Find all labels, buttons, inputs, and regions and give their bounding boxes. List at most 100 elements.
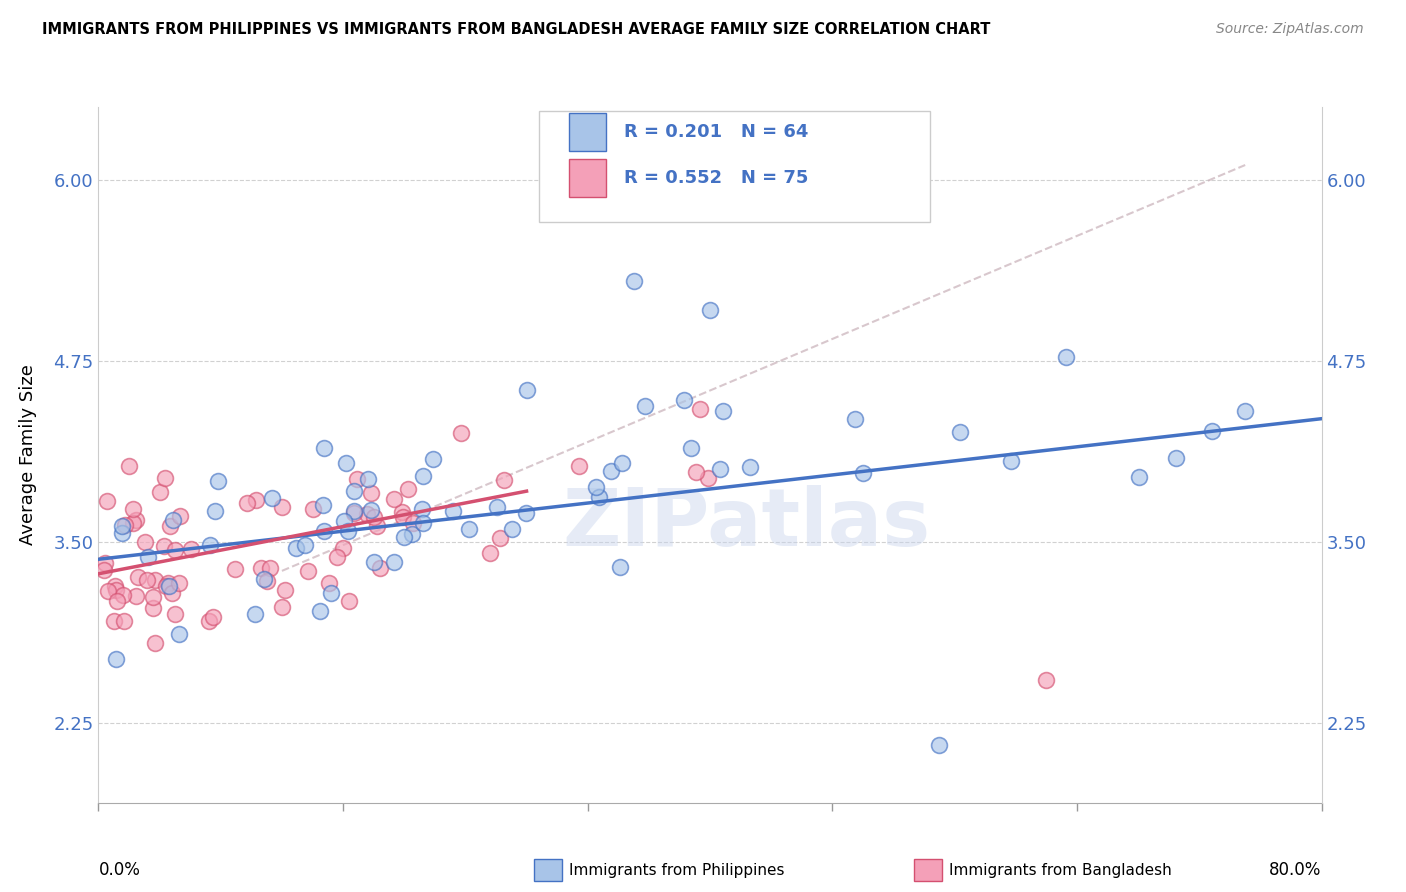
Point: [673, 392, 696, 407]
Point: [332, 541, 354, 556]
Point: [685, 465, 707, 479]
Point: [1164, 450, 1187, 465]
Text: Immigrants from Bangladesh: Immigrants from Bangladesh: [949, 863, 1171, 878]
Point: [125, 513, 148, 527]
Point: [1234, 404, 1257, 418]
Point: [124, 590, 146, 604]
Point: [609, 560, 631, 574]
Point: [111, 519, 134, 533]
FancyBboxPatch shape: [538, 111, 931, 222]
Text: Source: ZipAtlas.com: Source: ZipAtlas.com: [1216, 22, 1364, 37]
Point: [243, 607, 266, 621]
Point: [928, 738, 950, 752]
Point: [318, 576, 340, 591]
Point: [302, 501, 325, 516]
Point: [169, 508, 191, 523]
Point: [134, 534, 156, 549]
Point: [411, 502, 433, 516]
Point: [204, 503, 226, 517]
Point: [105, 652, 128, 666]
Point: [948, 425, 970, 439]
Point: [163, 542, 186, 557]
Point: [207, 474, 229, 488]
Point: [363, 510, 385, 524]
Point: [599, 464, 621, 478]
Point: [679, 442, 702, 456]
Point: [696, 471, 718, 485]
Point: [412, 516, 434, 531]
Point: [135, 573, 157, 587]
Point: [333, 514, 356, 528]
Point: [363, 555, 385, 569]
Point: [392, 510, 415, 524]
Point: [94, 556, 117, 570]
Point: [253, 572, 276, 586]
Point: [402, 516, 425, 531]
Point: [202, 609, 225, 624]
Point: [155, 579, 177, 593]
Point: [136, 549, 159, 564]
Point: [118, 458, 141, 473]
Point: [441, 504, 464, 518]
Point: [568, 458, 591, 473]
Point: [180, 542, 202, 557]
Text: 80.0%: 80.0%: [1270, 861, 1322, 879]
Point: [312, 524, 335, 538]
Text: ZIPatlas: ZIPatlas: [562, 485, 931, 564]
Point: [401, 526, 423, 541]
Point: [711, 404, 734, 418]
Point: [366, 519, 388, 533]
Point: [494, 473, 516, 487]
Point: [103, 614, 125, 628]
Bar: [569, 159, 606, 197]
Point: [699, 303, 721, 318]
Point: [274, 583, 297, 598]
Point: [149, 485, 172, 500]
Point: [368, 560, 391, 574]
Point: [169, 627, 191, 641]
Point: [111, 526, 134, 541]
Point: [294, 538, 316, 552]
Point: [198, 538, 221, 552]
Point: [633, 399, 655, 413]
Point: [159, 519, 181, 533]
Text: R = 0.552   N = 75: R = 0.552 N = 75: [624, 169, 808, 187]
Point: [610, 456, 633, 470]
Point: [1000, 454, 1022, 468]
Point: [162, 513, 184, 527]
Point: [271, 500, 294, 515]
Point: [1201, 424, 1223, 438]
Point: [256, 574, 278, 588]
Point: [382, 555, 405, 569]
Point: [93, 563, 115, 577]
Point: [104, 582, 127, 597]
Point: [457, 522, 479, 536]
Point: [270, 600, 294, 615]
Y-axis label: Average Family Size: Average Family Size: [18, 365, 37, 545]
Point: [157, 576, 180, 591]
Point: [121, 516, 143, 531]
Point: [155, 471, 177, 485]
Point: [312, 498, 335, 512]
Point: [314, 441, 336, 455]
Point: [319, 586, 342, 600]
Point: [157, 579, 180, 593]
Point: [412, 469, 434, 483]
Point: [245, 493, 267, 508]
Point: [143, 636, 166, 650]
Point: [689, 402, 711, 417]
Point: [337, 593, 360, 607]
Point: [515, 506, 537, 520]
Point: [486, 500, 509, 515]
Text: 0.0%: 0.0%: [98, 861, 141, 879]
Point: [343, 504, 366, 518]
Point: [167, 575, 190, 590]
Point: [198, 615, 221, 629]
Point: [488, 531, 510, 545]
Point: [478, 546, 501, 560]
Point: [114, 518, 136, 533]
Text: Immigrants from Philippines: Immigrants from Philippines: [569, 863, 785, 878]
Point: [391, 505, 413, 519]
Point: [142, 601, 165, 615]
Point: [104, 579, 127, 593]
